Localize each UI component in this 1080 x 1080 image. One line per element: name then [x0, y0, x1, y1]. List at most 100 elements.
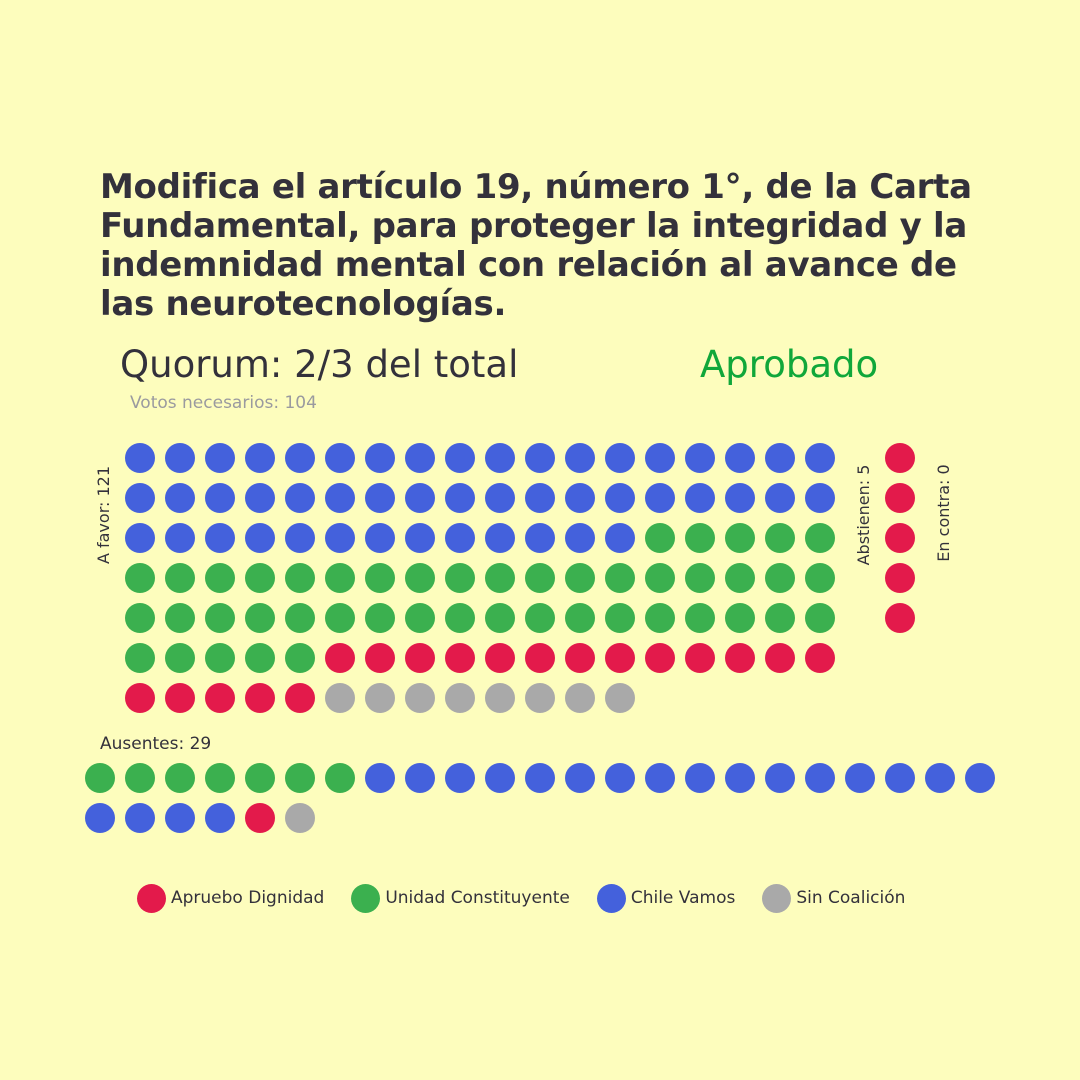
vote-dot-favor-chile-vamos	[285, 523, 315, 553]
vote-dot-absent-chile-vamos	[965, 763, 995, 793]
vote-dot-favor-chile-vamos	[445, 483, 475, 513]
vote-dot-favor-sin-coalicion	[365, 683, 395, 713]
vote-dot-favor-chile-vamos	[365, 483, 395, 513]
vote-dot-favor-apruebo-dignidad	[605, 643, 635, 673]
vote-dot-favor-sin-coalicion	[565, 683, 595, 713]
vote-dot-favor-apruebo-dignidad	[485, 643, 515, 673]
vote-dot-favor-unidad-constituyente	[685, 563, 715, 593]
vote-dot-favor-apruebo-dignidad	[685, 643, 715, 673]
vote-dot-favor-chile-vamos	[125, 523, 155, 553]
vote-dot-favor-apruebo-dignidad	[645, 643, 675, 673]
quorum-text: Quorum: 2/3 del total	[120, 343, 519, 386]
favor-label: A favor: 121	[94, 465, 113, 565]
legend-swatch-unidad-constituyente	[351, 883, 381, 913]
vote-dot-favor-apruebo-dignidad	[365, 643, 395, 673]
vote-dot-favor-unidad-constituyente	[325, 563, 355, 593]
vote-dot-abstain-apruebo-dignidad	[885, 563, 915, 593]
vote-dot-favor-apruebo-dignidad	[325, 643, 355, 673]
legend-label: Chile Vamos	[630, 888, 736, 908]
vote-dot-favor-chile-vamos	[405, 483, 435, 513]
vote-dot-favor-chile-vamos	[365, 443, 395, 473]
vote-dot-favor-unidad-constituyente	[485, 603, 515, 633]
vote-dot-favor-chile-vamos	[805, 483, 835, 513]
vote-dot-favor-chile-vamos	[525, 443, 555, 473]
vote-dot-absent-chile-vamos	[445, 763, 475, 793]
vote-dot-absent-chile-vamos	[125, 803, 155, 833]
vote-dot-absent-chile-vamos	[165, 803, 195, 833]
votes-needed-text: Votos necesarios: 104	[130, 393, 317, 413]
vote-dot-favor-unidad-constituyente	[245, 603, 275, 633]
legend-label: Apruebo Dignidad	[171, 888, 325, 908]
vote-dot-favor-unidad-constituyente	[525, 563, 555, 593]
vote-dot-favor-chile-vamos	[445, 443, 475, 473]
vote-dot-favor-chile-vamos	[205, 523, 235, 553]
vote-dot-favor-chile-vamos	[365, 523, 395, 553]
vote-dot-absent-unidad-constituyente	[125, 763, 155, 793]
vote-dot-favor-apruebo-dignidad	[805, 643, 835, 673]
vote-dot-absent-chile-vamos	[845, 763, 875, 793]
vote-dot-favor-chile-vamos	[245, 523, 275, 553]
vote-dot-absent-chile-vamos	[485, 763, 515, 793]
legend: Apruebo Dignidad Unidad Constituyente Ch…	[137, 882, 932, 914]
vote-dot-favor-unidad-constituyente	[725, 603, 755, 633]
legend-swatch-chile-vamos	[596, 883, 626, 913]
vote-dot-favor-chile-vamos	[565, 443, 595, 473]
vote-dot-favor-chile-vamos	[165, 523, 195, 553]
against-label: En contra: 0	[934, 464, 953, 562]
vote-dot-favor-unidad-constituyente	[125, 603, 155, 633]
vote-dot-absent-chile-vamos	[725, 763, 755, 793]
vote-dot-favor-unidad-constituyente	[805, 563, 835, 593]
vote-dot-favor-chile-vamos	[605, 523, 635, 553]
vote-dot-favor-chile-vamos	[485, 523, 515, 553]
vote-dot-favor-unidad-constituyente	[205, 643, 235, 673]
vote-dot-absent-chile-vamos	[565, 763, 595, 793]
vote-dot-favor-unidad-constituyente	[645, 563, 675, 593]
vote-dot-favor-chile-vamos	[285, 443, 315, 473]
vote-dot-favor-sin-coalicion	[485, 683, 515, 713]
vote-dot-favor-chile-vamos	[245, 483, 275, 513]
vote-dot-absent-chile-vamos	[205, 803, 235, 833]
vote-dot-favor-unidad-constituyente	[325, 603, 355, 633]
vote-dot-favor-apruebo-dignidad	[525, 643, 555, 673]
vote-dot-favor-chile-vamos	[605, 483, 635, 513]
vote-dot-absent-chile-vamos	[885, 763, 915, 793]
vote-dot-favor-unidad-constituyente	[205, 563, 235, 593]
vote-dot-favor-unidad-constituyente	[525, 603, 555, 633]
vote-dot-favor-unidad-constituyente	[645, 603, 675, 633]
vote-dot-favor-unidad-constituyente	[205, 603, 235, 633]
legend-item: Apruebo Dignidad	[137, 883, 325, 913]
vote-dot-favor-unidad-constituyente	[125, 563, 155, 593]
legend-label: Sin Coalición	[796, 888, 906, 908]
vote-dot-favor-chile-vamos	[205, 483, 235, 513]
vote-dot-favor-chile-vamos	[805, 443, 835, 473]
vote-dot-favor-unidad-constituyente	[125, 643, 155, 673]
vote-dot-favor-unidad-constituyente	[565, 603, 595, 633]
vote-dot-favor-sin-coalicion	[445, 683, 475, 713]
vote-dot-absent-sin-coalicion	[285, 803, 315, 833]
vote-dot-absent-chile-vamos	[685, 763, 715, 793]
vote-dot-absent-unidad-constituyente	[85, 763, 115, 793]
vote-dot-abstain-apruebo-dignidad	[885, 603, 915, 633]
legend-item: Chile Vamos	[596, 883, 736, 913]
vote-dot-favor-chile-vamos	[205, 443, 235, 473]
vote-dot-favor-unidad-constituyente	[285, 603, 315, 633]
vote-dot-favor-chile-vamos	[685, 483, 715, 513]
vote-dot-favor-chile-vamos	[325, 523, 355, 553]
vote-dot-absent-chile-vamos	[605, 763, 635, 793]
vote-dot-absent-unidad-constituyente	[165, 763, 195, 793]
vote-dot-favor-chile-vamos	[525, 523, 555, 553]
legend-item: Unidad Constituyente	[351, 883, 570, 913]
vote-dot-favor-chile-vamos	[165, 483, 195, 513]
vote-dot-favor-apruebo-dignidad	[205, 683, 235, 713]
vote-dot-favor-chile-vamos	[245, 443, 275, 473]
vote-dot-favor-sin-coalicion	[405, 683, 435, 713]
vote-dot-favor-chile-vamos	[285, 483, 315, 513]
vote-dot-absent-unidad-constituyente	[285, 763, 315, 793]
vote-dot-favor-unidad-constituyente	[245, 643, 275, 673]
vote-dot-favor-chile-vamos	[405, 443, 435, 473]
vote-dot-favor-chile-vamos	[525, 483, 555, 513]
vote-dot-absent-apruebo-dignidad	[245, 803, 275, 833]
vote-dot-favor-apruebo-dignidad	[765, 643, 795, 673]
vote-dot-favor-sin-coalicion	[325, 683, 355, 713]
vote-dot-favor-apruebo-dignidad	[565, 643, 595, 673]
